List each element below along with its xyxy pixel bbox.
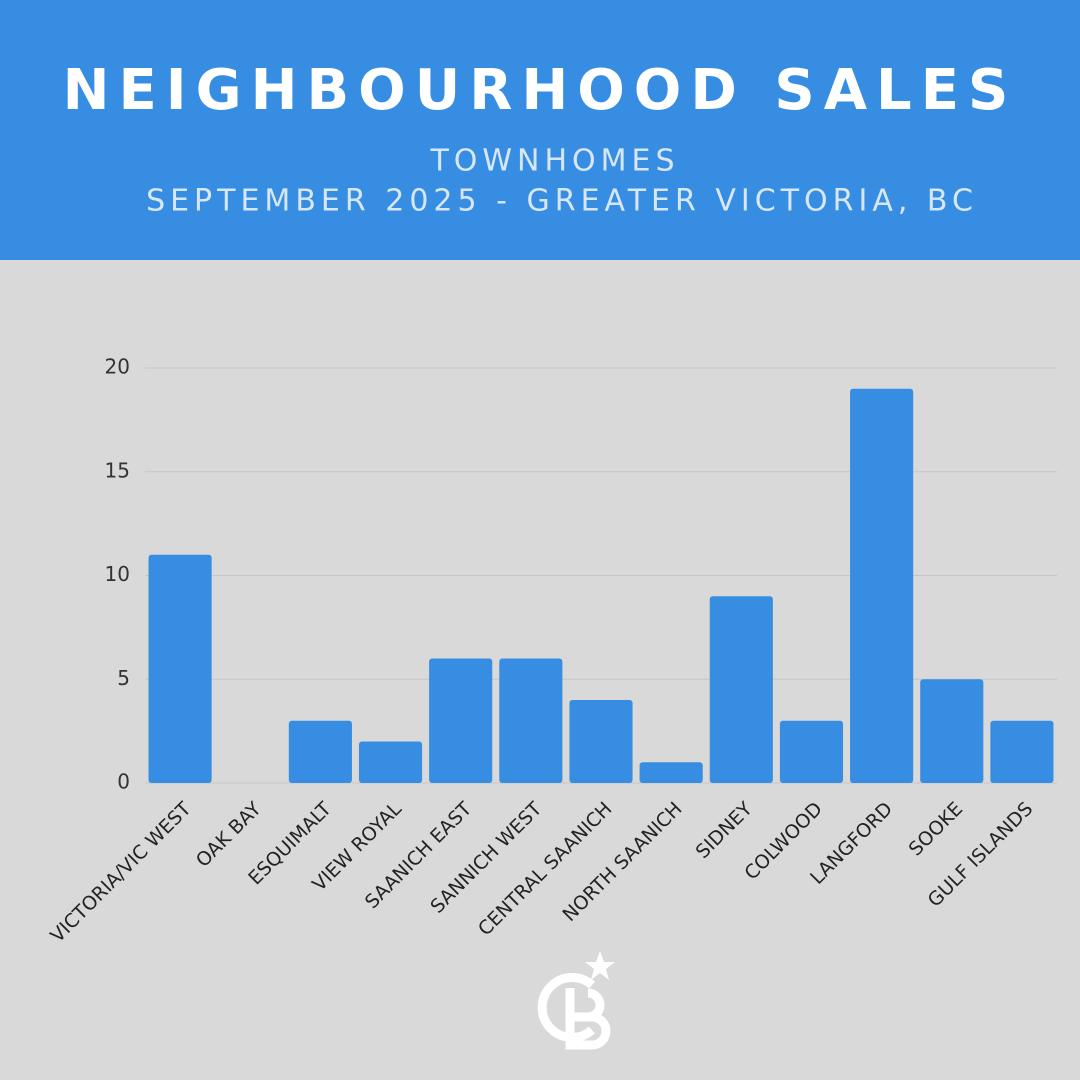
logo-b <box>565 988 611 1050</box>
bar <box>148 554 212 783</box>
bar <box>499 658 563 783</box>
bar <box>639 762 703 783</box>
chart-subtitle: SEPTEMBER 2025 - GREATER VICTORIA, BC <box>146 184 978 219</box>
bar <box>920 679 984 783</box>
logo-star <box>585 951 615 980</box>
bar <box>709 596 773 783</box>
logo <box>537 951 615 1050</box>
y-tick-label: 5 <box>117 666 130 690</box>
bar <box>429 658 493 783</box>
chart-subtitle: TOWNHOMES <box>429 144 679 179</box>
y-tick-label: 10 <box>105 562 130 586</box>
bar <box>288 720 352 783</box>
y-tick-label: 0 <box>117 770 130 794</box>
bar <box>990 720 1054 783</box>
y-tick-label: 15 <box>105 458 130 482</box>
header-band <box>0 0 1080 260</box>
bar <box>358 741 423 783</box>
y-tick-label: 20 <box>105 355 130 379</box>
chart-title: NEIGHBOURHOOD SALES <box>63 58 1018 123</box>
bar <box>569 700 633 783</box>
bar <box>779 720 844 783</box>
bar <box>850 388 914 783</box>
